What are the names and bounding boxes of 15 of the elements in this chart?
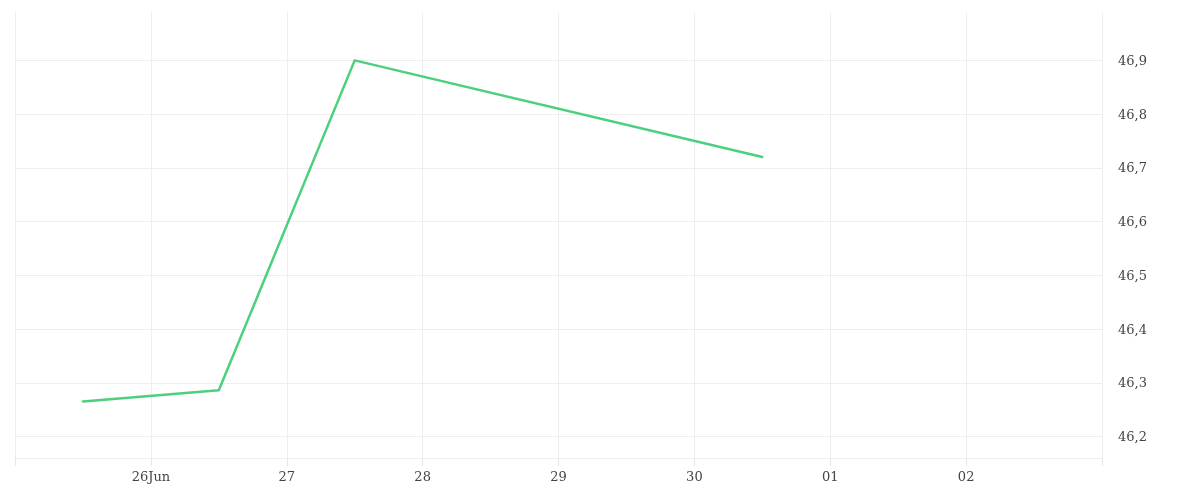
y-tick-label: 46,5 [1118,267,1147,283]
x-tick-label: 28 [414,469,431,484]
y-tick-label: 46,3 [1118,375,1147,391]
y-tick-label: 46,2 [1118,429,1147,445]
x-tick-label: 30 [686,469,703,484]
x-tick-label: 27 [278,469,296,484]
x-tick-label: 02 [957,469,975,484]
y-tick-label: 46,7 [1118,160,1147,176]
y-tick-label: 46,9 [1118,52,1147,68]
x-tick-label: 29 [550,469,567,484]
y-tick-label: 46,4 [1118,321,1147,337]
y-tick-label: 46,6 [1118,214,1147,230]
x-tick-label: 01 [821,469,839,484]
x-tick-label: 26Jun [131,469,171,484]
y-tick-label: 46,8 [1118,106,1147,122]
